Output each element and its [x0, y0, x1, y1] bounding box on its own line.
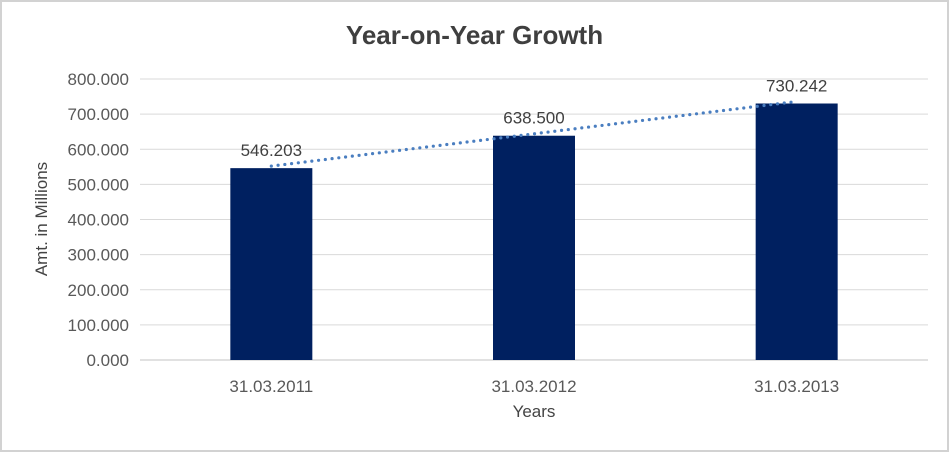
x-tick-label: 31.03.2013 — [754, 377, 839, 396]
y-tick-label: 100.000 — [68, 316, 129, 335]
bar — [493, 135, 575, 360]
chart-title: Year-on-Year Growth — [345, 20, 604, 50]
y-tick-label: 600.000 — [68, 140, 129, 159]
y-tick-label: 500.000 — [68, 175, 129, 194]
y-tick-label: 0.000 — [86, 351, 129, 370]
y-tick-label: 300.000 — [68, 246, 129, 265]
y-tick-label: 700.000 — [68, 105, 129, 124]
x-axis-title: Years — [512, 402, 556, 421]
data-label: 638.500 — [503, 109, 564, 128]
bar — [230, 168, 313, 360]
bar — [755, 103, 838, 360]
data-label: 730.242 — [766, 77, 827, 96]
y-tick-label: 800.000 — [68, 70, 129, 89]
x-tick-label: 31.03.2012 — [491, 377, 576, 396]
y-tick-label: 400.000 — [68, 211, 129, 230]
x-tick-label: 31.03.2011 — [229, 377, 313, 396]
data-label: 546.203 — [241, 141, 302, 160]
trendline — [269, 99, 799, 168]
y-tick-label: 200.000 — [68, 281, 129, 300]
